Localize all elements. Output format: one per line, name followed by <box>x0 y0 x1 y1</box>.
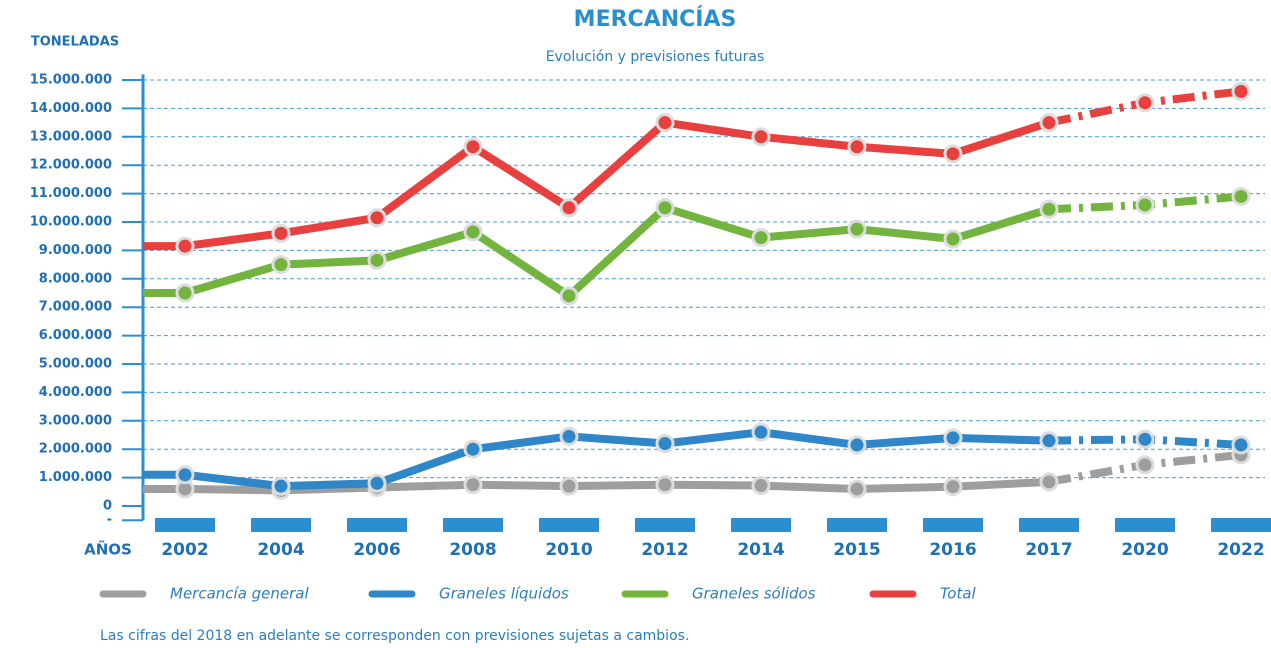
y-tick-label: 10.000.000 <box>30 215 112 230</box>
y-tick-label: 7.000.000 <box>39 300 112 315</box>
y-tick-label: 11.000.000 <box>30 186 112 201</box>
chart-title: MERCANCÍAS <box>574 6 737 32</box>
point <box>847 479 867 499</box>
point <box>943 477 963 497</box>
point <box>367 208 387 228</box>
point <box>1135 93 1155 113</box>
series-line <box>183 203 1051 300</box>
chart-subtitle: Evolución y previsiones futuras <box>546 49 765 65</box>
point <box>1231 81 1251 101</box>
legend-label: Graneles líquidos <box>439 585 569 603</box>
point <box>1039 199 1059 219</box>
series-line <box>184 477 1050 495</box>
y-tick-label: 0 <box>103 499 112 514</box>
point <box>655 198 675 218</box>
y-tick-label: 9.000.000 <box>39 243 112 258</box>
point <box>463 475 483 495</box>
x-tick-label: 2006 <box>353 540 400 560</box>
y-tick-label: 3.000.000 <box>39 413 112 428</box>
point <box>1135 195 1155 215</box>
point <box>1039 472 1059 492</box>
point <box>271 255 291 275</box>
x-band <box>251 518 311 532</box>
y-tick-label: - <box>107 513 112 528</box>
point <box>559 426 579 446</box>
x-axis-label: AÑOS <box>84 540 132 559</box>
x-band <box>827 518 887 532</box>
x-tick-label: 2017 <box>1025 540 1072 560</box>
x-tick-label: 2016 <box>929 540 976 560</box>
x-band <box>539 518 599 532</box>
point <box>751 127 771 147</box>
y-tick-label: 12.000.000 <box>30 158 112 173</box>
point <box>367 473 387 493</box>
y-tick-label: 1.000.000 <box>39 470 112 485</box>
y-tick-label: 4.000.000 <box>39 385 112 400</box>
x-band <box>635 518 695 532</box>
x-tick-label: 2015 <box>833 540 880 560</box>
point <box>175 465 195 485</box>
point <box>463 137 483 157</box>
legend-label: Mercancía general <box>170 585 310 603</box>
point <box>463 222 483 242</box>
x-band <box>731 518 791 532</box>
point <box>271 223 291 243</box>
x-band <box>155 518 215 532</box>
y-tick-label: 5.000.000 <box>39 357 112 372</box>
x-tick-label: 2010 <box>545 540 592 560</box>
point <box>559 476 579 496</box>
point <box>655 434 675 454</box>
point <box>655 475 675 495</box>
point <box>847 219 867 239</box>
note: Las cifras del 2018 en adelante se corre… <box>100 628 689 644</box>
x-tick-label: 2012 <box>641 540 688 560</box>
point <box>1039 113 1059 133</box>
point <box>751 476 771 496</box>
x-band <box>1019 518 1079 532</box>
x-tick-label: 2020 <box>1121 540 1168 560</box>
point <box>1231 435 1251 455</box>
legend-label: Total <box>940 585 977 603</box>
x-band <box>1211 518 1271 532</box>
y-tick-label: 15.000.000 <box>30 73 112 88</box>
series-line <box>184 428 1050 491</box>
x-band <box>443 518 503 532</box>
y-tick-label: 2.000.000 <box>39 442 112 457</box>
y-tick-label: 8.000.000 <box>39 271 112 286</box>
point <box>1039 431 1059 451</box>
point <box>1231 186 1251 206</box>
x-tick-label: 2008 <box>449 540 496 560</box>
x-tick-label: 2004 <box>257 540 304 560</box>
y-axis-label: TONELADAS <box>31 35 119 50</box>
point <box>847 137 867 157</box>
point <box>175 236 195 256</box>
x-band <box>923 518 983 532</box>
point <box>655 113 675 133</box>
y-tick-label: 13.000.000 <box>30 129 112 144</box>
x-tick-label: 2002 <box>161 540 208 560</box>
series-line <box>184 118 1051 251</box>
point <box>271 476 291 496</box>
y-tick-label: 6.000.000 <box>39 328 112 343</box>
x-tick-label: 2014 <box>737 540 784 560</box>
point <box>1135 429 1155 449</box>
x-band <box>347 518 407 532</box>
point <box>367 250 387 270</box>
point <box>943 428 963 448</box>
x-tick-label: 2022 <box>1217 540 1264 560</box>
point <box>559 198 579 218</box>
point <box>751 422 771 442</box>
y-tick-label: 14.000.000 <box>30 101 112 116</box>
point <box>847 435 867 455</box>
point <box>751 228 771 248</box>
point <box>943 144 963 164</box>
x-band <box>1115 518 1175 532</box>
legend-label: Graneles sólidos <box>692 585 816 603</box>
point <box>559 286 579 306</box>
point <box>1135 455 1155 475</box>
point <box>175 283 195 303</box>
point <box>943 229 963 249</box>
point <box>463 439 483 459</box>
